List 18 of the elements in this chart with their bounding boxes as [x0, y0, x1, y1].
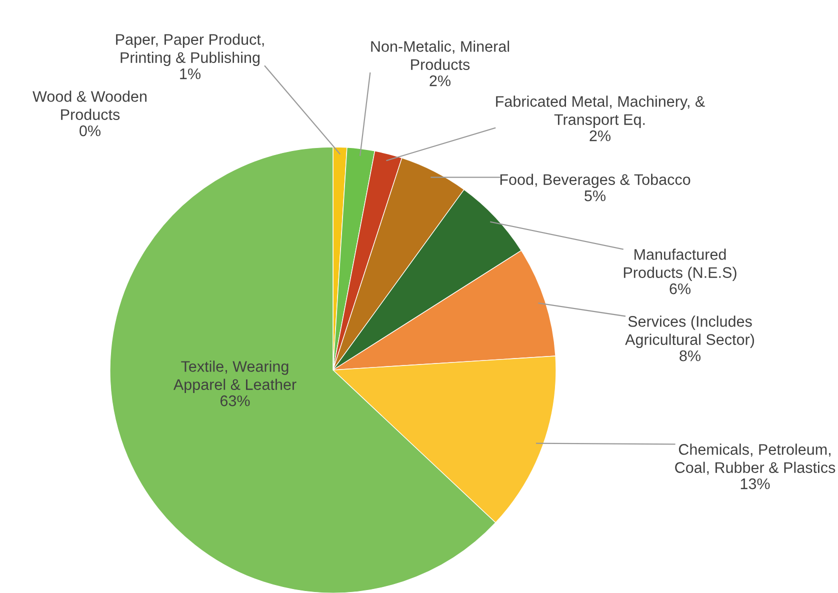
slice-label: Services (Includes Agricultural Sector): [625, 316, 754, 348]
data-label: 63%: [220, 395, 250, 406]
data-label: 1%: [180, 68, 200, 80]
category-label: Wood & Wooden Products: [32, 90, 146, 120]
slice-label: Paper, Paper Product, Printing & Publishing: [116, 34, 264, 66]
data-label: 2%: [590, 130, 610, 142]
slice-label: Fabricated Metal, Machinery, & Transport Eq.: [496, 96, 705, 128]
data-label: 6%: [670, 283, 690, 294]
data-label: 13%: [740, 478, 770, 490]
text: 0%: [80, 125, 100, 136]
data-label: 8%: [680, 350, 700, 362]
slice-label: Non-Metalic, Mineral Products: [371, 40, 510, 70]
slice-label: Chemicals, Petroleum, Coal, Rubber & Plastics: [675, 444, 836, 475]
slice-label: Manufactured Products (N.E.S): [624, 248, 736, 281]
slice-label: Textile, Wearing Apparel & Leather: [173, 360, 296, 393]
slice-label: Food, Beverages & Tobacco: [500, 174, 690, 188]
data-label: 5%: [584, 190, 606, 202]
data-label: 2%: [430, 75, 450, 86]
